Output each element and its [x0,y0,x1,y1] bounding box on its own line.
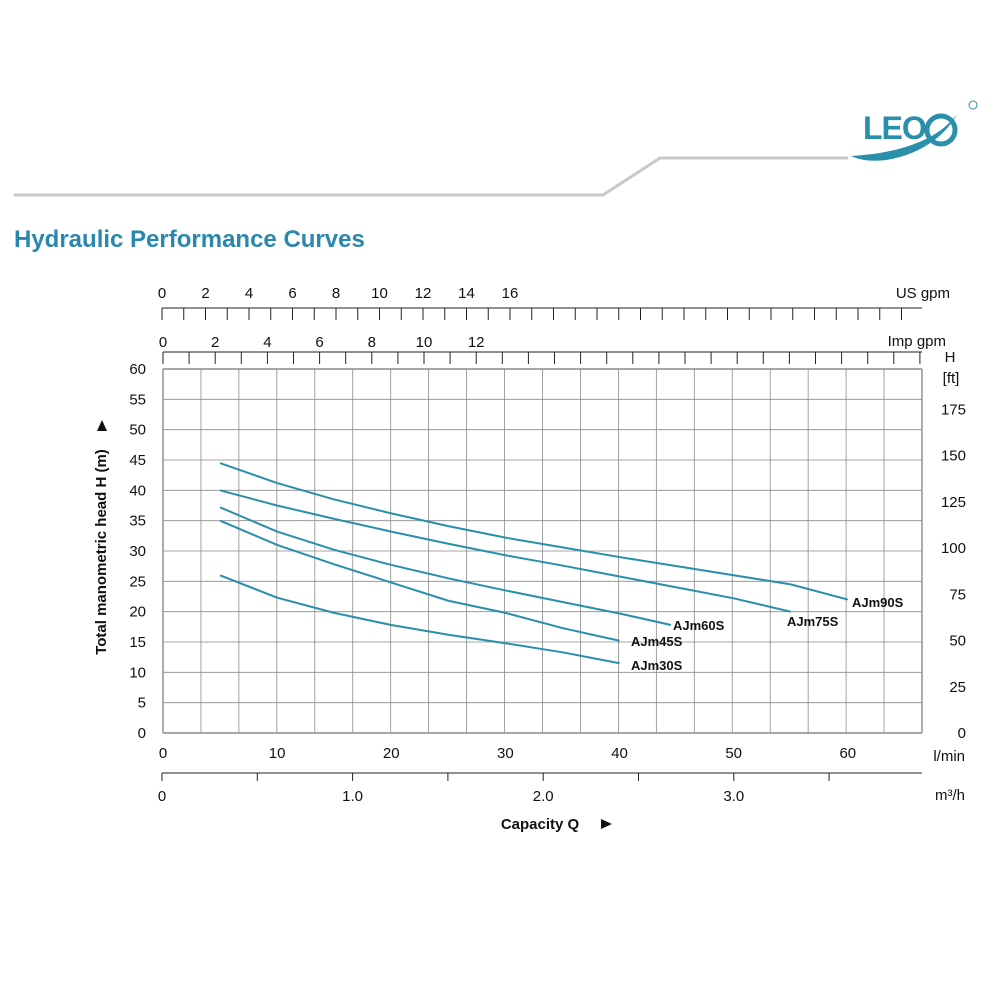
y-tick-label: 50 [129,422,146,439]
y-tick-label: 10 [129,664,146,681]
imp-gpm-unit: Imp gpm [888,333,946,350]
x-tick-label: 20 [383,745,400,762]
ft-tick-label: 75 [949,586,966,603]
x-tick-label: 60 [839,745,856,762]
curve-ajm60s [219,506,672,626]
m3h-tick-label: 0 [158,788,166,805]
ft-tick-label: 50 [949,633,966,650]
us-gpm-tick-label: 10 [371,285,388,302]
x-tick-label: 10 [269,745,286,762]
imp-gpm-tick-label: 12 [468,334,485,351]
y-tick-label: 35 [129,513,146,530]
curve-label-ajm75s: AJm75S [787,614,839,629]
us-gpm-tick-label: 0 [158,285,166,302]
x-arrow-icon [601,819,612,829]
imp-gpm-tick-label: 4 [263,334,271,351]
page-title: Hydraulic Performance Curves [14,226,365,253]
m3h-unit: m³/h [935,787,965,804]
imp-gpm-tick-label: 8 [368,334,376,351]
x-unit-label: l/min [933,748,965,765]
logo-text: LEO [863,110,927,146]
ft-tick-label: 150 [941,448,966,465]
x-tick-label: 50 [725,745,742,762]
y-tick-label: 60 [129,361,146,378]
us-gpm-tick-label: 14 [458,285,475,302]
ft-unit-bottom: [ft] [943,370,960,387]
m3h-tick-label: 3.0 [723,788,744,805]
curve-ajm90s [219,462,849,601]
curve-ajm45s [219,519,620,642]
curve-ajm30s [219,574,620,665]
imp-gpm-tick-label: 0 [159,334,167,351]
x-tick-label: 0 [159,745,167,762]
us-gpm-tick-label: 8 [332,285,340,302]
imp-gpm-tick-label: 2 [211,334,219,351]
ft-tick-label: 175 [941,401,966,418]
ft-tick-label: 100 [941,540,966,557]
y-tick-label: 40 [129,482,146,499]
y-tick-label: 25 [129,573,146,590]
ft-tick-label: 125 [941,494,966,511]
imp-gpm-tick-label: 6 [315,334,323,351]
us-gpm-tick-label: 16 [502,285,519,302]
y-tick-label: 45 [129,452,146,469]
ft-tick-label: 25 [949,679,966,696]
header-rule [14,156,848,197]
curve-label-ajm60s: AJm60S [673,618,725,633]
grid [162,368,923,734]
m3h-tick-label: 2.0 [533,788,554,805]
imp-gpm-tick-label: 10 [416,334,433,351]
y-tick-label: 15 [129,634,146,651]
us-gpm-tick-label: 2 [201,285,209,302]
x-tick-label: 40 [611,745,628,762]
curve-ajm75s [219,489,791,613]
curve-label-ajm45s: AJm45S [631,634,683,649]
ft-tick-label: 0 [958,725,966,742]
x-tick-label: 30 [497,745,514,762]
y-tick-label: 5 [138,695,146,712]
ft-unit-top: H [945,349,956,366]
y-tick-label: 0 [138,725,146,742]
us-gpm-tick-label: 6 [288,285,296,302]
curve-label-ajm90s: AJm90S [852,595,904,610]
us-gpm-tick-label: 12 [415,285,432,302]
y-arrow-icon [97,420,107,431]
leo-logo: LEO [845,98,985,168]
y-axis-title: Total manometric head H (m) [93,449,110,655]
curve-label-ajm30s: AJm30S [631,658,683,673]
us-gpm-unit: US gpm [896,285,950,302]
y-tick-label: 55 [129,391,146,408]
m3h-tick-label: 1.0 [342,788,363,805]
x-axis-title: Capacity Q [501,816,580,833]
y-tick-label: 20 [129,604,146,621]
us-gpm-tick-label: 4 [245,285,253,302]
y-tick-label: 30 [129,543,146,560]
